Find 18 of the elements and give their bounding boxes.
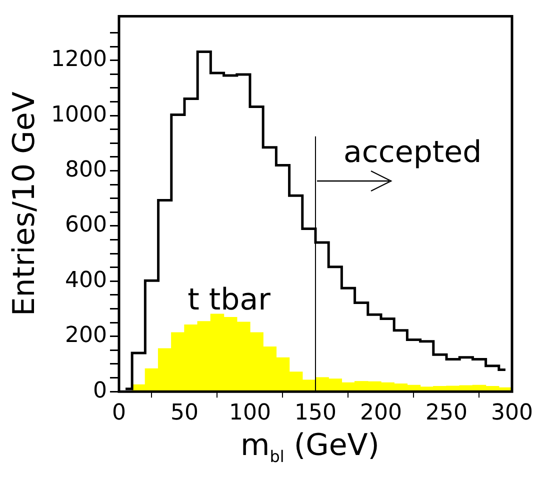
- x-tick-label: 50: [170, 400, 198, 426]
- annotation: t tbar: [188, 282, 272, 318]
- y-tick-label: 0: [92, 378, 107, 404]
- x-tick-label: 0: [112, 400, 126, 426]
- x-tick-label: 300: [491, 400, 533, 426]
- y-tick-label: 1000: [50, 102, 107, 128]
- y-axis-title: Entries/10 GeV: [6, 91, 42, 316]
- y-tick-label: 600: [64, 212, 107, 238]
- x-tick-label: 150: [294, 400, 336, 426]
- y-tick-label: 800: [64, 157, 107, 182]
- y-tick-label: 200: [64, 323, 107, 348]
- y-tick-label: 1200: [50, 47, 107, 72]
- x-tick-label: 200: [360, 400, 402, 426]
- x-axis-title: m$_{bl}$ (GeV): [239, 428, 380, 466]
- y-tick-label: 400: [64, 268, 107, 293]
- ref-line-label: accepted: [343, 135, 482, 170]
- x-tick-label: 100: [228, 400, 271, 426]
- x-tick-label: 250: [426, 400, 468, 426]
